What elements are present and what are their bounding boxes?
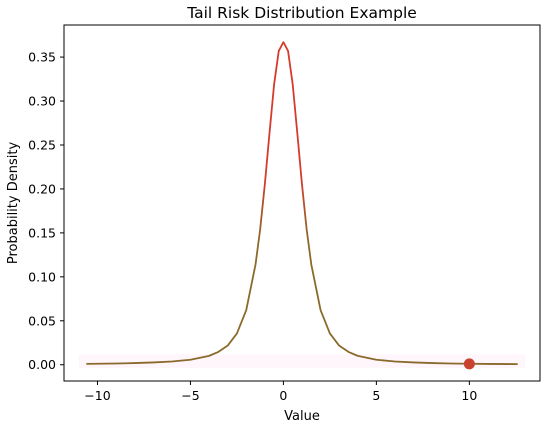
x-axis-title: Value [284,409,320,424]
x-axis-ticks: −10 −5 0 5 10 [84,381,477,403]
marker-point-1 [463,358,475,370]
y-tick-label: 0.30 [28,94,56,109]
series-markers [463,358,475,370]
x-tick-label: 5 [372,388,380,403]
x-tick-label: −10 [84,388,110,403]
series-lines [86,41,518,366]
x-tick-label: 0 [279,388,287,403]
y-axis-title: Probability Density [6,142,21,265]
x-tick-label: −5 [181,388,199,403]
highlight-band-3 [324,354,526,369]
chart-title: Tail Risk Distribution Example [186,4,417,22]
y-tick-label: 0.10 [28,269,56,284]
y-tick-label: 0.25 [28,137,56,152]
y-tick-label: 0.00 [28,357,56,372]
plot-frame [63,24,541,382]
y-tick-label: 0.15 [28,225,56,240]
y-tick-label: 0.05 [28,313,56,328]
y-tick-label: 0.20 [28,181,56,196]
plot-background [64,25,540,381]
highlight-band-2 [242,354,325,369]
series-line-1 [86,41,518,366]
x-tick-label: 10 [461,388,477,403]
y-axis-ticks: 0.00 0.05 0.10 0.15 0.20 0.25 0.30 0.35 [28,50,64,372]
highlight-bands [78,354,526,369]
y-tick-label: 0.35 [28,50,56,65]
